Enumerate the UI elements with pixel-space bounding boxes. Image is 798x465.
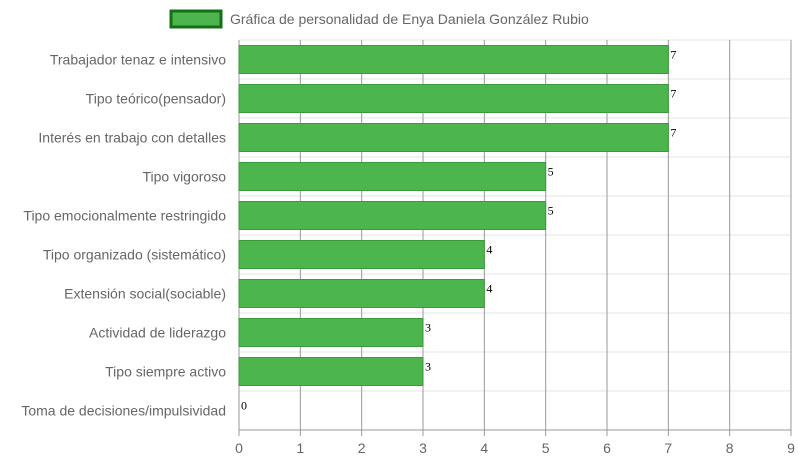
- bar: [238, 240, 485, 269]
- bar: [238, 201, 547, 230]
- bar: [238, 123, 669, 152]
- data-label: 7: [670, 87, 676, 101]
- category-label: Interés en trabajo con detalles: [38, 130, 226, 146]
- data-label: 3: [425, 360, 431, 374]
- legend-label: Gráfica de personalidad de Enya Daniela …: [230, 11, 589, 27]
- data-label: 4: [486, 243, 492, 257]
- data-label: 7: [670, 126, 676, 140]
- legend: Gráfica de personalidad de Enya Daniela …: [169, 9, 589, 29]
- bar: [238, 279, 485, 308]
- x-tick-label: 9: [787, 440, 795, 456]
- x-tick-label: 4: [480, 440, 488, 456]
- x-tick-label: 3: [419, 440, 427, 456]
- category-label: Tipo vigoroso: [142, 169, 226, 185]
- x-tick-label: 5: [542, 440, 550, 456]
- category-label: Tipo organizado (sistemático): [43, 247, 226, 263]
- bar: [238, 84, 669, 113]
- x-tick-label: 8: [726, 440, 734, 456]
- x-tick-label: 1: [296, 440, 304, 456]
- x-tick-label: 2: [358, 440, 366, 456]
- bar: [238, 45, 669, 74]
- bar: [238, 318, 424, 347]
- x-tick-label: 7: [664, 440, 672, 456]
- bar: [238, 162, 547, 191]
- x-axis-ticks: 0 1 2 3 4 5 6 7 8 9: [235, 440, 795, 456]
- category-label: Actividad de liderazgo: [89, 325, 226, 341]
- category-label: Toma de decisiones/impulsividad: [21, 403, 226, 419]
- x-tick-label: 0: [235, 440, 243, 456]
- data-label: 7: [670, 48, 676, 62]
- category-label: Tipo siempre activo: [105, 364, 226, 380]
- category-labels: Trabajador tenaz e intensivo Tipo teórico…: [21, 52, 226, 419]
- data-label: 3: [425, 321, 431, 335]
- data-label: 0: [241, 399, 247, 413]
- data-label: 5: [548, 204, 554, 218]
- category-label: Tipo teórico(pensador): [86, 91, 226, 107]
- x-tick-label: 6: [603, 440, 611, 456]
- data-label: 4: [486, 282, 492, 296]
- category-label: Extensión social(sociable): [64, 286, 226, 302]
- legend-swatch: [169, 9, 223, 29]
- data-label: 5: [548, 165, 554, 179]
- category-label: Trabajador tenaz e intensivo: [50, 52, 226, 68]
- bar: [238, 357, 424, 386]
- bars: [238, 45, 669, 386]
- data-labels: 7 7 7 5 5 4 4 3 3 0: [241, 48, 676, 413]
- category-label: Tipo emocionalmente restringido: [23, 208, 226, 224]
